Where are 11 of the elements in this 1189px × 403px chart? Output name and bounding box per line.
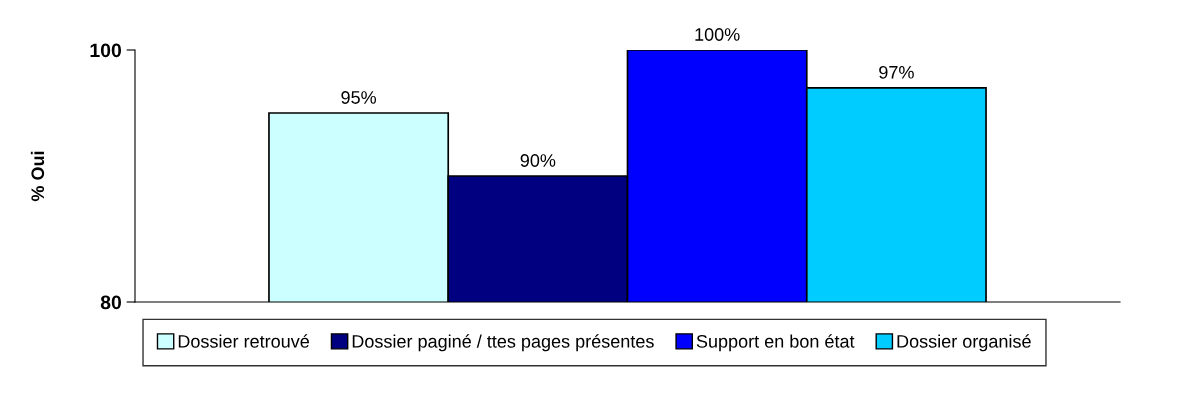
- y-tick-label: 80: [100, 295, 122, 310]
- data-label: 100%: [695, 28, 740, 41]
- legend-label: Dossier organisé: [897, 334, 1031, 352]
- data-label: 90%: [520, 154, 556, 167]
- legend-label: Dossier paginé / ttes pages présentes: [352, 334, 654, 352]
- legend-label: Dossier retrouvé: [178, 334, 309, 348]
- y-tick-label: 100: [90, 43, 122, 58]
- data-label: 95%: [341, 91, 377, 104]
- legend-label: Support en bon état: [696, 334, 855, 352]
- data-label: 97%: [879, 65, 914, 79]
- y-axis-title: % Oui: [30, 151, 45, 202]
